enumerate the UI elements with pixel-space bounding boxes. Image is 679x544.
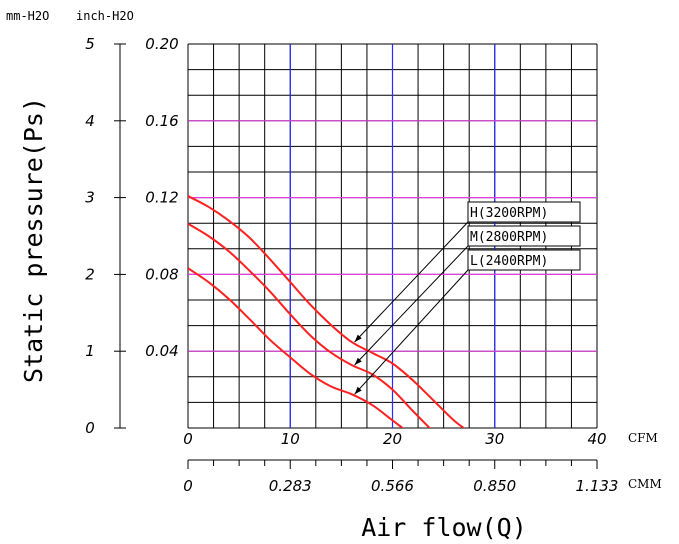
- annotation-arrowhead: [354, 357, 362, 366]
- series-lines: [188, 195, 466, 428]
- y2-tick-label: 0.20: [145, 35, 178, 53]
- x-tick-label: 30: [485, 430, 504, 448]
- annotation-label: H(3200RPM): [470, 206, 548, 221]
- axes: [114, 43, 598, 469]
- x-axis-title: Air flow(Q): [361, 513, 527, 542]
- annotation-leader: [354, 245, 469, 366]
- annotation-arrowhead: [354, 386, 362, 395]
- y-tick-label: 4: [85, 112, 95, 130]
- y2-unit-label: inch-H2O: [76, 9, 134, 23]
- y-tick-label: 0: [85, 419, 95, 437]
- x-tick-label: 0: [183, 430, 193, 448]
- series-line-2: [188, 222, 432, 428]
- annotation-label: L(2400RPM): [470, 254, 548, 269]
- annotation-box: [467, 225, 581, 247]
- y-tick-label: 3: [85, 189, 95, 207]
- y-tick-label: 5: [85, 35, 95, 53]
- x2-unit-label: CMM: [628, 477, 662, 491]
- x2-tick-label: 0.283: [269, 477, 312, 495]
- y2-tick-label: 0.12: [145, 189, 178, 207]
- series-line-3: [188, 267, 405, 428]
- y2-tick-label: 0.16: [145, 112, 178, 130]
- annotation-arrowhead: [354, 334, 362, 342]
- annotation-box: [467, 249, 581, 271]
- y-unit-label: mm-H2O: [6, 9, 49, 23]
- y2-tick-label: 0.08: [145, 265, 178, 283]
- x2-tick-label: 0.850: [473, 477, 516, 495]
- annotation-box: [467, 201, 581, 223]
- x-tick-label: 10: [281, 430, 300, 448]
- x-unit-label: CFM: [628, 431, 658, 445]
- y-tick-label: 1: [85, 342, 95, 360]
- x-tick-label: 20: [383, 430, 402, 448]
- x2-tick-label: 0.566: [371, 477, 414, 495]
- y-tick-label: 2: [85, 265, 95, 283]
- annotation-leader: [354, 269, 469, 395]
- annotation-leader: [354, 221, 469, 343]
- x-tick-label: 40: [587, 430, 606, 448]
- annotation-label: M(2800RPM): [470, 230, 548, 245]
- curve-annotations: H(3200RPM) M(2800RPM) L(2400RPM): [354, 201, 581, 395]
- x2-tick-label: 1.133: [576, 477, 619, 495]
- x2-tick-label: 0: [183, 477, 193, 495]
- tick-labels: 0 1 2 3 4 5 0.04 0.08 0.12 0.16 0.20 0 10 20 30 40 0 0.28…: [85, 35, 618, 495]
- series-line-1: [188, 195, 466, 428]
- y-axis-title: Static pressure(Ps): [19, 97, 48, 383]
- y2-tick-label: 0.04: [145, 342, 178, 360]
